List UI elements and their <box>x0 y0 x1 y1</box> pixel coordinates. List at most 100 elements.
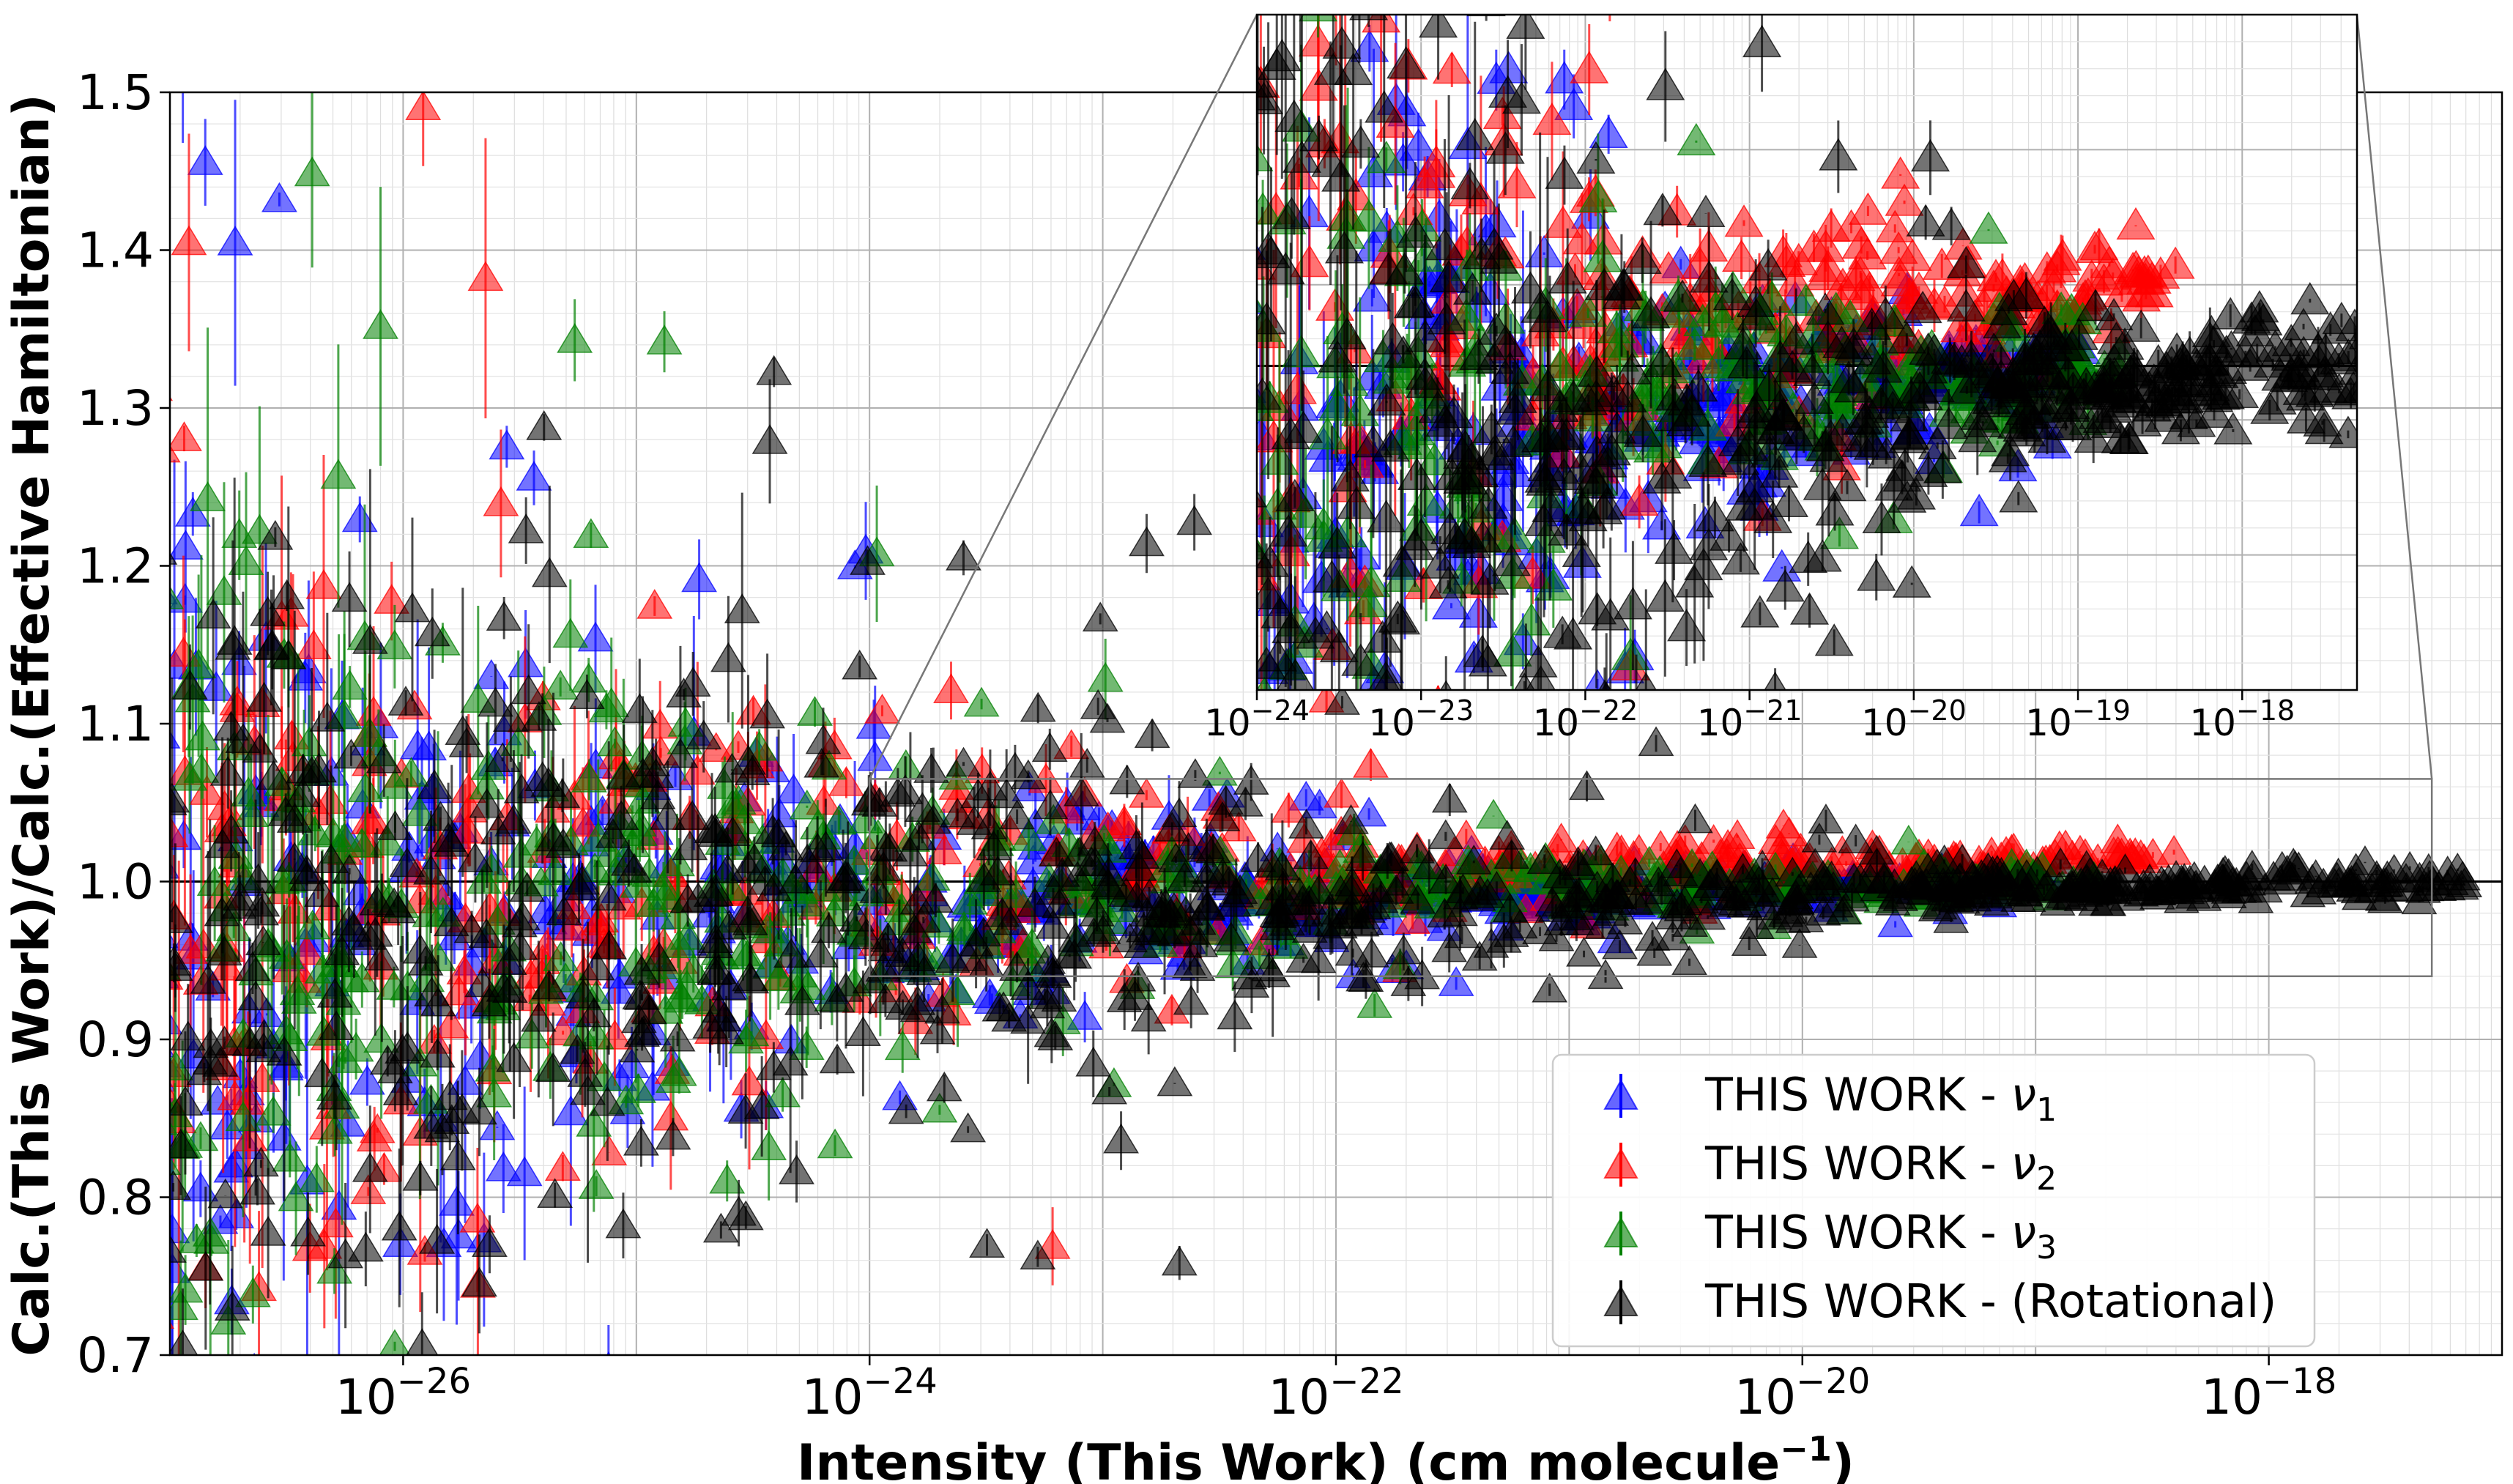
main-point-marker <box>544 1151 581 1181</box>
main-point-marker <box>356 1121 393 1151</box>
main-point-marker <box>1066 1000 1103 1030</box>
main-point <box>298 1146 335 1213</box>
main-point <box>905 902 942 933</box>
main-point <box>1543 823 1580 853</box>
main-point <box>544 1151 581 1181</box>
main-point-marker <box>664 982 700 1013</box>
main-point-marker <box>298 1162 335 1192</box>
main-point <box>171 133 207 352</box>
main-point <box>381 1149 417 1307</box>
main-point-marker <box>183 752 220 783</box>
main-point <box>1270 793 1307 828</box>
main-point-marker <box>379 1329 411 1355</box>
main-point <box>516 450 552 505</box>
main-point <box>485 1124 521 1214</box>
main-point <box>489 426 525 468</box>
main-point <box>228 472 264 653</box>
main-point-marker <box>557 322 593 353</box>
main-point-marker <box>1762 830 1799 861</box>
main-point-marker <box>573 518 609 549</box>
main-point-marker <box>341 502 378 533</box>
main-point <box>483 429 519 578</box>
main-point <box>393 757 429 787</box>
main-point <box>294 92 330 268</box>
main-point <box>315 776 352 893</box>
main-point-marker <box>250 1216 286 1246</box>
main-point-marker <box>185 720 221 751</box>
main-point-marker <box>751 424 788 454</box>
main-point-marker <box>1356 988 1393 1018</box>
main-point <box>593 637 630 772</box>
main-point <box>591 1135 628 1166</box>
main-point-marker <box>552 1095 589 1126</box>
main-point <box>1353 747 1389 782</box>
main-point <box>170 1121 179 1135</box>
main-point <box>369 795 406 890</box>
main-point-marker <box>646 324 683 355</box>
main-point <box>650 760 686 874</box>
main-point <box>341 496 378 543</box>
main-point-marker <box>171 225 207 256</box>
main-point-marker <box>338 1031 374 1062</box>
main-point-marker <box>681 562 718 593</box>
main-point <box>1066 992 1103 1043</box>
main-point-marker <box>679 754 716 785</box>
main-point <box>884 1021 921 1073</box>
main-point-marker <box>350 1174 387 1204</box>
main-point-marker <box>855 708 892 739</box>
main-point-marker <box>170 933 179 949</box>
main-point-marker <box>710 642 746 672</box>
main-point-marker <box>347 1231 384 1262</box>
main-point-marker <box>1667 824 1704 854</box>
main-point-marker <box>1781 928 1818 958</box>
main-point-marker <box>170 1272 204 1303</box>
main-point <box>242 1146 279 1177</box>
main-point <box>349 1058 385 1106</box>
main-point-marker <box>621 693 658 724</box>
main-point-marker <box>324 935 360 965</box>
main-point-marker <box>1270 793 1307 823</box>
main-point-marker <box>347 772 384 803</box>
main-point-marker <box>593 687 630 718</box>
main-point-marker <box>473 658 510 689</box>
main-point <box>1395 904 1431 935</box>
main-point-marker <box>476 1077 513 1108</box>
main-point-marker <box>865 850 902 881</box>
main-point-marker <box>516 460 552 491</box>
main-point-marker <box>305 569 342 599</box>
main-point-marker <box>261 182 297 212</box>
main-point <box>1293 839 1329 872</box>
main-point-marker <box>332 669 368 700</box>
main-point-marker <box>1157 1066 1193 1097</box>
main-point <box>261 182 297 212</box>
main-point-marker <box>496 1042 532 1072</box>
main-point-marker <box>731 1065 768 1096</box>
main-point-marker <box>170 530 204 560</box>
main-point-marker <box>1438 966 1474 996</box>
main-point-marker <box>1877 907 1914 938</box>
main-point <box>317 1130 354 1319</box>
main-point <box>661 1053 697 1094</box>
main-point-marker <box>433 1008 469 1039</box>
main-point <box>363 187 398 466</box>
main-point-marker <box>439 1186 475 1216</box>
main-point-marker <box>294 156 330 187</box>
main-point-marker <box>1213 921 1250 952</box>
main-point-marker <box>817 1128 853 1159</box>
main-point <box>1890 824 1927 855</box>
main-point <box>1053 729 1090 760</box>
main-point-marker <box>647 880 683 910</box>
main-point-marker <box>170 1128 199 1159</box>
main-point-marker <box>1710 828 1746 859</box>
main-point <box>573 518 609 549</box>
main-point-marker <box>580 905 617 935</box>
main-point <box>564 863 601 902</box>
main-point-marker <box>577 621 614 652</box>
main-point <box>709 1160 746 1202</box>
main-point <box>332 666 368 708</box>
main-point-marker <box>374 584 410 614</box>
main-point <box>1599 831 1636 861</box>
main-point-marker <box>1890 824 1927 855</box>
main-point <box>405 92 442 166</box>
main-point <box>1438 966 1474 996</box>
